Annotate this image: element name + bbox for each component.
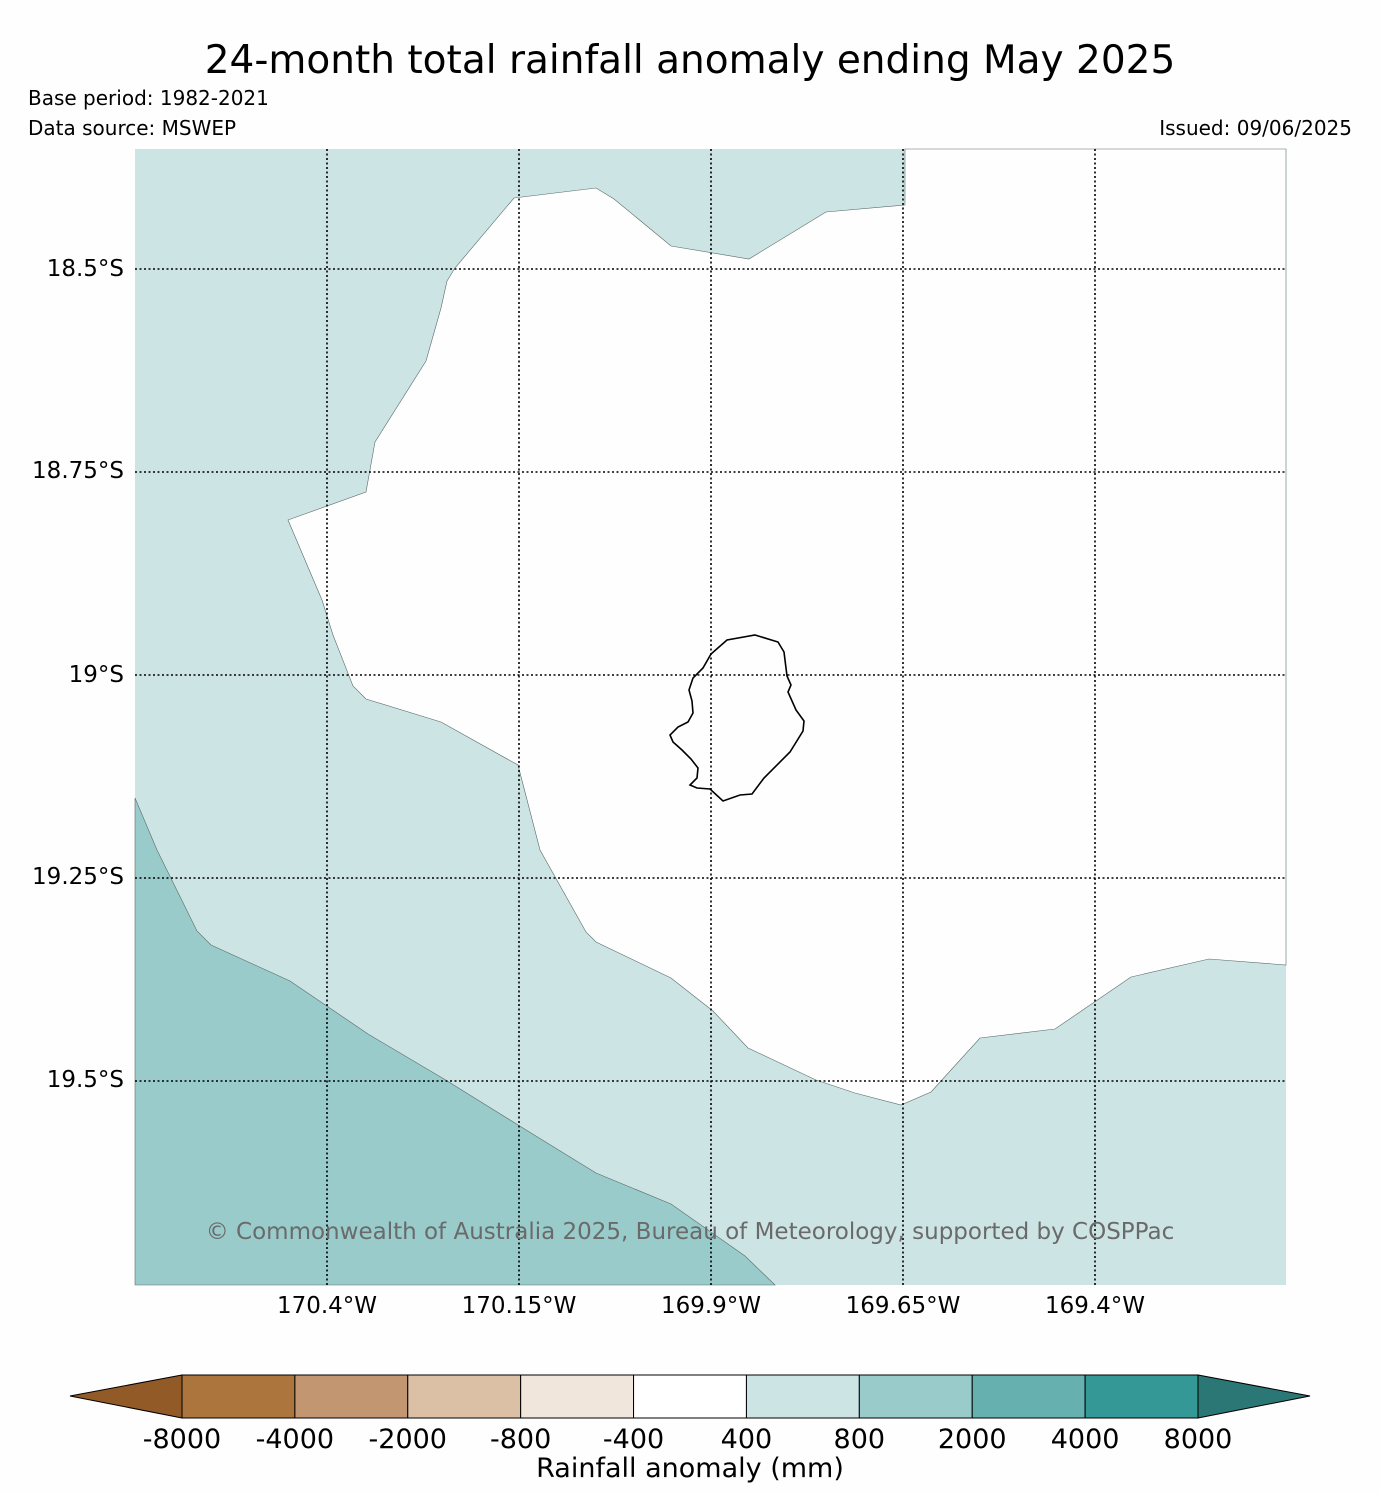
colorbar-cell [971,1374,1086,1419]
colorbar [69,1374,1311,1419]
colorbar-tick-label: 2000 [937,1424,1007,1455]
colorbar-tick-label: -8000 [142,1424,222,1455]
lat-label-18-75: 18.75°S [32,458,124,484]
lon-label-169-65: 169.65°W [845,1293,961,1319]
colorbar-extend-low [69,1374,183,1419]
colorbar-tick-label: 800 [833,1424,886,1455]
lat-label-19-25: 19.25°S [32,864,124,890]
colorbar-cell [294,1374,409,1419]
colorbar-tick-label: -800 [490,1424,552,1455]
colorbar-cell [1084,1374,1199,1419]
lon-label-169-4: 169.4°W [1044,1293,1146,1319]
colorbar-extend-high [1197,1374,1311,1419]
chart-title: 24-month total rainfall anomaly ending M… [204,38,1176,83]
lon-label-170-4: 170.4°W [276,1293,378,1319]
colorbar-tick-label: 4000 [1050,1424,1120,1455]
colorbar-tick-label: -400 [602,1424,665,1455]
colorbar-tick-label: -4000 [255,1424,335,1455]
colorbar-tick-label: -2000 [368,1424,447,1455]
anomaly-zone-neutral [287,148,1287,1106]
colorbar-cell [745,1374,860,1419]
issued-date-label: Issued: 09/06/2025 [1159,116,1352,140]
colorbar-cell [181,1374,296,1419]
copyright-notice: © Commonwealth of Australia 2025, Bureau… [205,1219,1175,1245]
graticule [135,149,1286,1285]
colorbar-cell [520,1374,635,1419]
lon-label-170-15: 170.15°W [461,1293,577,1319]
colorbar-cell [633,1374,747,1419]
lon-label-169-9: 169.9°W [660,1293,762,1319]
data-source-label: Data source: MSWEP [28,116,237,140]
colorbar-title: Rainfall anomaly (mm) [536,1453,844,1484]
lat-label-19-5: 19.5°S [46,1067,124,1093]
colorbar-cell [407,1374,522,1419]
colorbar-tick-label: 400 [720,1424,773,1455]
lat-label-18-5: 18.5°S [46,256,124,282]
anomaly-zone-800-2000 [134,797,776,1286]
niue-coastline [669,634,805,802]
base-period-label: Base period: 1982-2021 [28,86,269,110]
colorbar-cell [858,1374,973,1419]
lat-label-19: 19°S [68,662,124,688]
colorbar-tick-label: 8000 [1163,1424,1233,1455]
